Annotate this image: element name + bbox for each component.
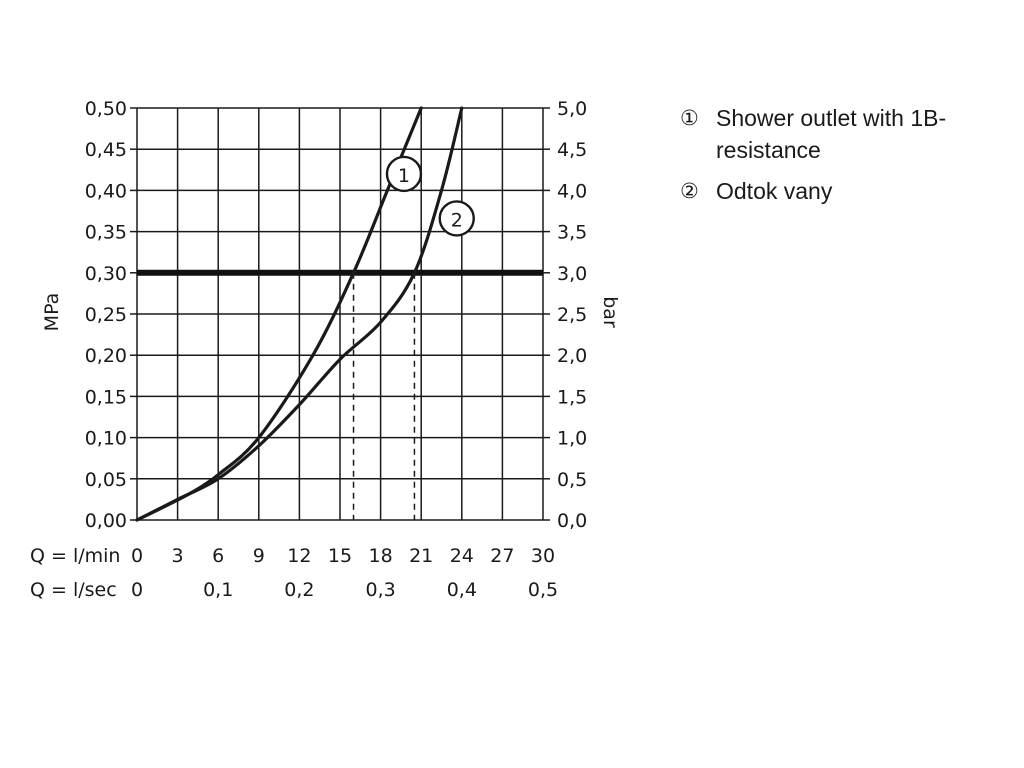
x-tick-label-lmin: 12	[287, 545, 311, 567]
series-marker-label: 2	[451, 209, 463, 231]
x-tick-label-lmin: 27	[490, 545, 514, 567]
series-marker-label: 1	[398, 165, 410, 187]
right-tick-label: 2,0	[557, 345, 587, 367]
series-markers-group: 12	[385, 155, 475, 237]
right-axis-label: bar	[599, 296, 621, 328]
x-tick-label-lsec: 0,5	[528, 579, 558, 601]
right-tick-label: 4,0	[557, 180, 587, 202]
right-tick-label: 1,5	[557, 386, 587, 408]
left-tick-label: 0,00	[85, 510, 127, 532]
x-tick-label-lmin: 0	[131, 545, 143, 567]
right-tick-label: 2,5	[557, 304, 587, 326]
x-tick-label-lsec: 0	[131, 579, 143, 601]
series-marker-1: 1	[385, 155, 423, 193]
x-tick-label-lmin: 6	[212, 545, 224, 567]
x-tick-label-lmin: 24	[450, 545, 474, 567]
legend: ① Shower outlet with 1B-resistance ② Odt…	[680, 102, 1010, 216]
x-tick-label-lmin: 9	[253, 545, 265, 567]
legend-marker-2: ②	[680, 179, 699, 203]
right-tick-label: 3,5	[557, 222, 587, 244]
legend-marker-1: ①	[680, 106, 699, 130]
grid	[130, 107, 550, 521]
x-tick-label-lsec: 0,4	[447, 579, 477, 601]
x-tick-label-lmin: 30	[531, 545, 555, 567]
series-marker-circle	[438, 200, 475, 237]
x-tick-label-lmin: 15	[328, 545, 352, 567]
x-tick-label-lsec: 0,3	[365, 579, 395, 601]
drop-lines-group	[352, 272, 416, 520]
right-tick-label: 0,0	[557, 510, 587, 532]
curves-group	[135, 106, 464, 522]
right-tick-label: 3,0	[557, 263, 587, 285]
left-tick-label: 0,35	[85, 222, 127, 244]
legend-text-2: Odtok vany	[716, 178, 833, 204]
x-tick-label-lsec: 0,2	[284, 579, 314, 601]
left-tick-label: 0,45	[85, 139, 127, 161]
tick-labels-group: 0,000,050,100,150,200,250,300,350,400,45…	[85, 98, 588, 601]
right-tick-label: 4,5	[557, 139, 587, 161]
left-tick-label: 0,40	[85, 180, 127, 202]
x-axis-label-lsec: Q = l/sec	[30, 579, 117, 601]
left-tick-label: 0,50	[85, 98, 127, 120]
left-tick-label: 0,20	[85, 345, 127, 367]
series-marker-circle	[385, 155, 423, 193]
series-line-2	[135, 106, 464, 522]
right-tick-label: 1,0	[557, 428, 587, 450]
left-tick-label: 0,30	[85, 263, 127, 285]
legend-item-1: ① Shower outlet with 1B-resistance	[680, 102, 1010, 166]
right-tick-label: 0,5	[557, 469, 587, 491]
series-marker-2: 2	[438, 200, 475, 237]
x-tick-label-lmin: 3	[172, 545, 184, 567]
right-tick-label: 5,0	[557, 98, 587, 120]
x-axis-label-lmin: Q = l/min	[30, 545, 120, 567]
x-tick-label-lmin: 18	[369, 545, 393, 567]
left-axis-label: MPa	[41, 293, 63, 332]
left-tick-label: 0,05	[85, 469, 127, 491]
left-tick-label: 0,15	[85, 386, 127, 408]
legend-text-1: Shower outlet with 1B-resistance	[716, 105, 947, 163]
left-tick-label: 0,25	[85, 304, 127, 326]
legend-item-2: ② Odtok vany	[680, 175, 1010, 207]
x-tick-label-lmin: 21	[409, 545, 433, 567]
left-tick-label: 0,10	[85, 428, 127, 450]
x-tick-label-lsec: 0,1	[203, 579, 233, 601]
